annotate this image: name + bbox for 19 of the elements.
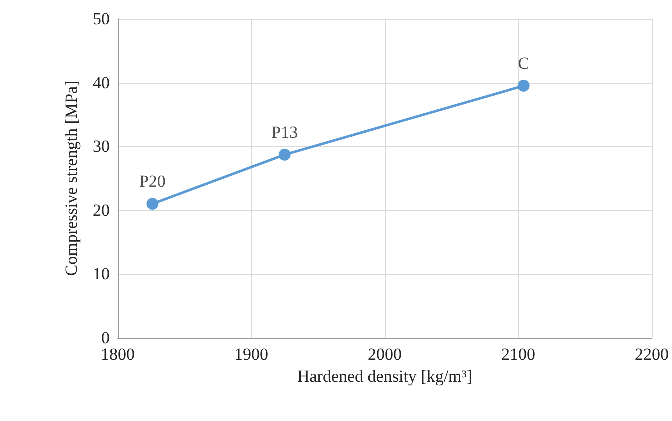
x-tick-label: 1900 — [234, 345, 268, 364]
x-axis-title: Hardened density [kg/m³] — [297, 367, 473, 386]
y-tick-label: 10 — [93, 264, 110, 284]
y-tick-label: 40 — [93, 73, 110, 92]
annotation: C — [518, 54, 530, 73]
y-tick-label: 20 — [93, 200, 110, 220]
x-tick-label: 1800 — [101, 345, 135, 364]
x-tick-label: 2200 — [635, 345, 669, 364]
y-tick-label: 50 — [93, 10, 110, 28]
annotation: P13 — [272, 122, 298, 142]
x-tick-label: 2000 — [368, 345, 402, 364]
x-tick-label: 2100 — [502, 345, 536, 364]
annotation: P20 — [139, 172, 166, 192]
y-axis-title: Compressive strength [MPa] — [62, 80, 81, 276]
y-tick-label: 0 — [102, 328, 110, 348]
point — [518, 80, 530, 92]
point — [146, 198, 159, 210]
y-tick-label: 30 — [93, 137, 110, 156]
point — [278, 148, 291, 161]
